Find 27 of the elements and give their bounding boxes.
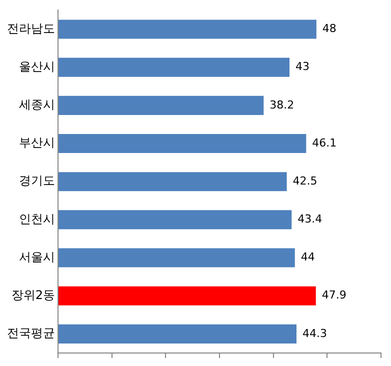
y-tick-label: 울산시 — [19, 59, 55, 74]
bar — [58, 134, 306, 154]
y-tick-label: 전라남도 — [7, 21, 55, 36]
y-tick-label: 부산시 — [19, 136, 55, 150]
bar — [58, 20, 316, 39]
data-label: 46.1 — [312, 136, 337, 150]
bar — [58, 286, 316, 306]
data-label: 47.9 — [322, 288, 346, 302]
bar — [58, 324, 296, 344]
bar — [58, 248, 295, 268]
y-tick-label: 인천시 — [19, 212, 55, 226]
y-tick-label: 경기도 — [19, 174, 55, 188]
bar — [58, 210, 292, 230]
data-label: 42.5 — [292, 174, 318, 188]
data-label: 48 — [322, 22, 336, 36]
data-label: 44 — [300, 250, 315, 264]
y-tick-label: 장위2동 — [11, 288, 55, 302]
data-label: 43 — [295, 60, 310, 74]
y-tick-label: 세종시 — [19, 98, 55, 112]
bar — [58, 172, 287, 192]
bar — [58, 96, 264, 115]
data-label: 43.4 — [298, 212, 322, 226]
data-label: 44.3 — [302, 326, 327, 340]
y-tick-label: 서울시 — [19, 250, 55, 264]
data-label: 38.2 — [270, 98, 294, 112]
y-tick-label: 전국평균 — [7, 326, 55, 340]
bar — [58, 58, 290, 77]
